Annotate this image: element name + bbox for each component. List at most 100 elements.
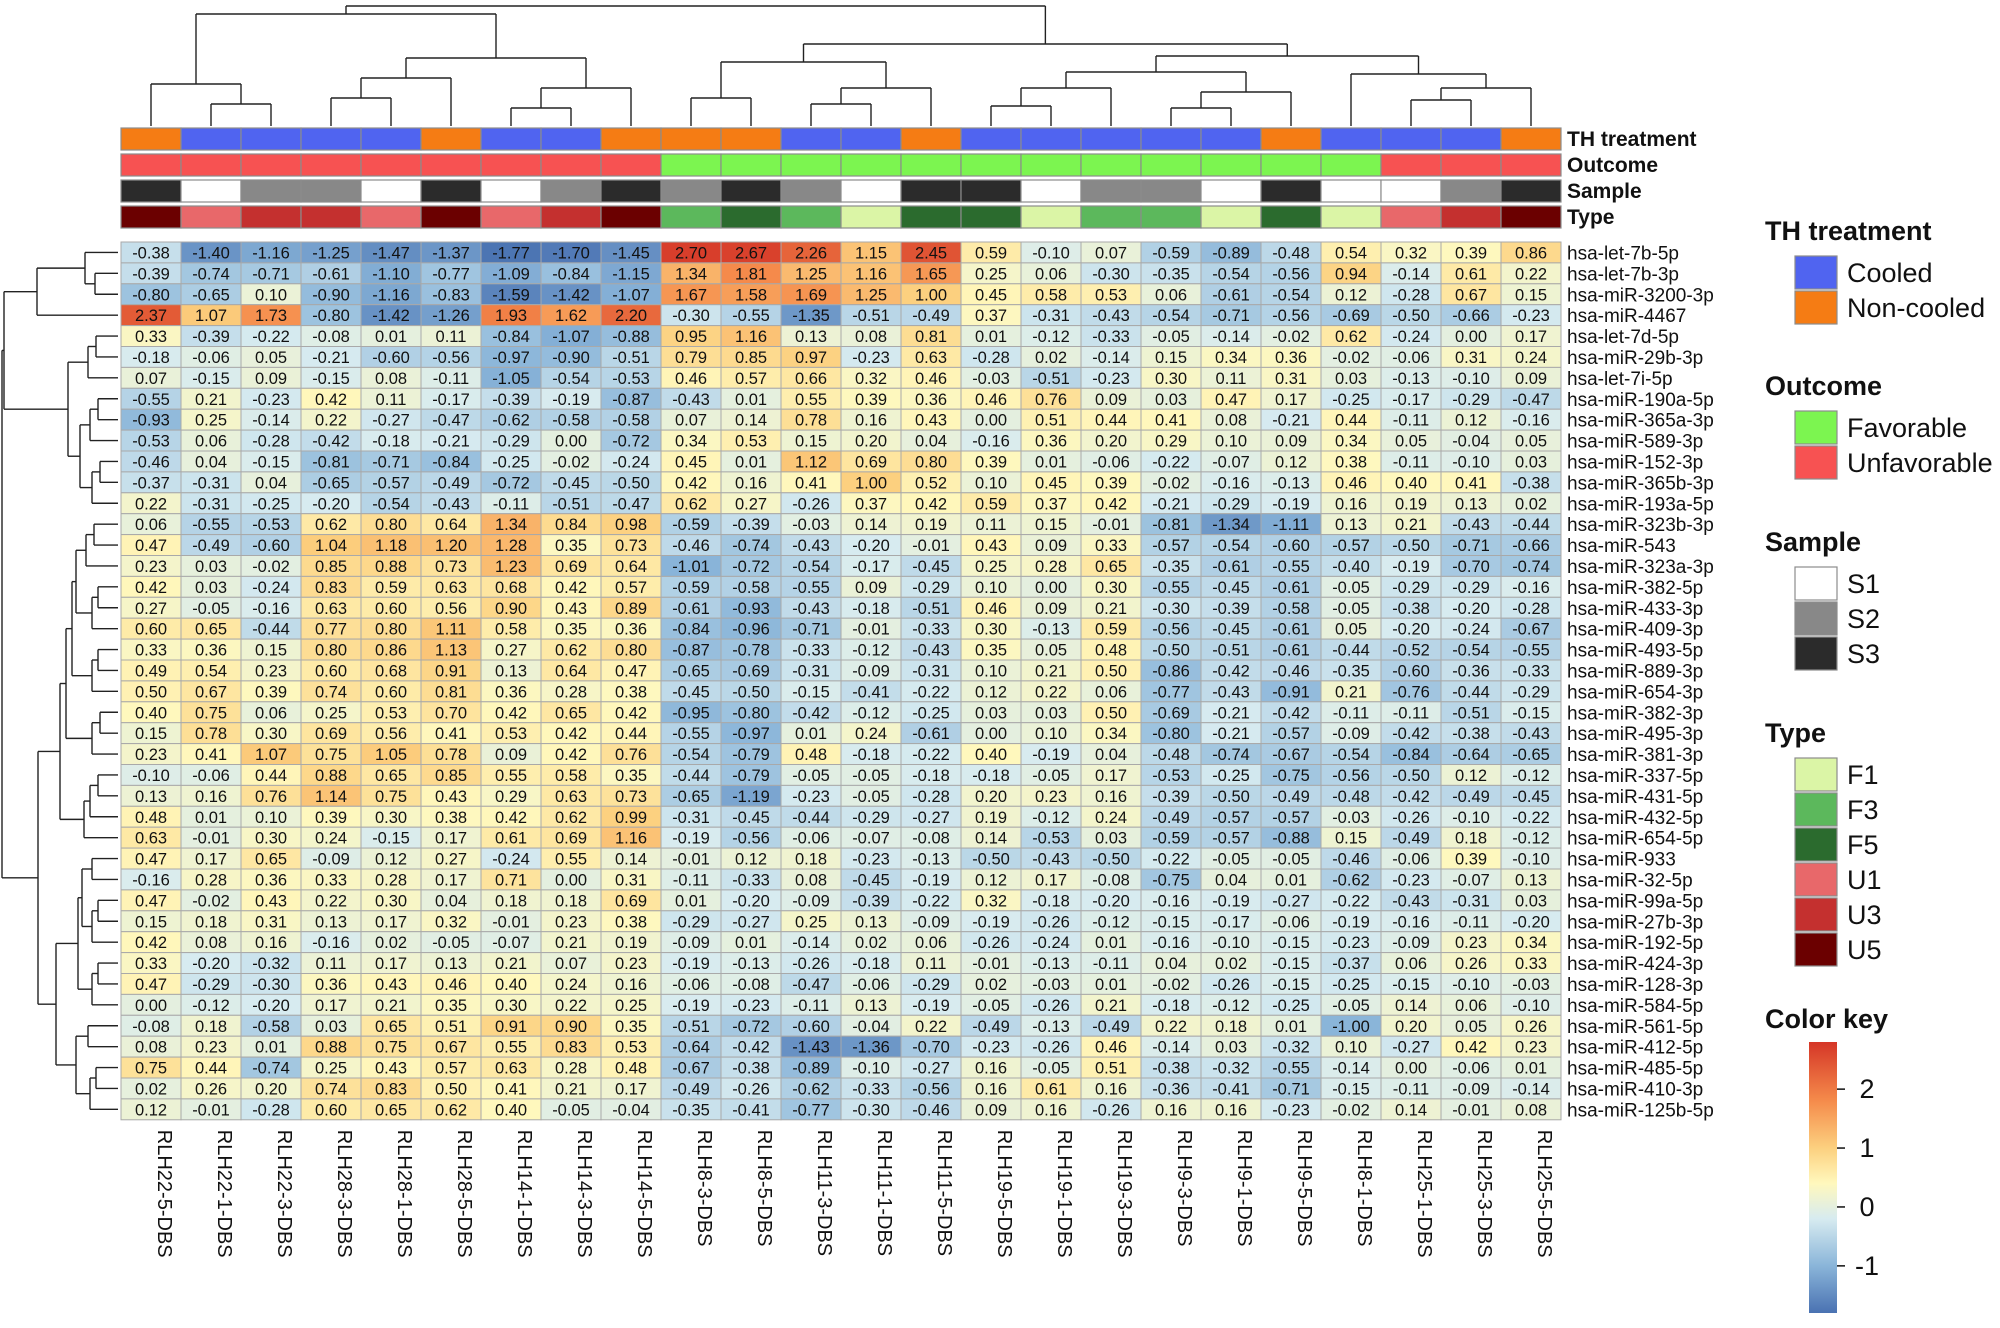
annotation-cell [540,153,602,177]
cell-value: -0.56 [1332,767,1370,785]
cell-value: 0.42 [495,704,527,722]
cell-value: -0.47 [432,412,470,430]
cell-value: -0.46 [1332,851,1370,869]
cell-value: -0.49 [1152,809,1190,827]
cell-value: 0.35 [615,1018,647,1036]
cell-value: 0.33 [135,642,167,660]
cell-value: -0.31 [192,495,230,513]
cell-value: -0.13 [1272,474,1310,492]
cell-value: 1.16 [615,830,647,848]
cell-value: -0.16 [1512,579,1550,597]
cell-value: -0.30 [1092,265,1130,283]
cell-value: -0.15 [1152,913,1190,931]
row-label: hsa-miR-29b-3p [1567,348,1703,369]
annotation-label: Sample [1567,180,1642,203]
legend: TH treatment Cooled Non-cooled Outcome Favor… [1765,216,1993,967]
cell-value: 0.27 [135,600,167,618]
cell-value: 1.23 [495,558,527,576]
cell-value: 1.15 [855,244,887,262]
cell-value: 0.83 [315,579,347,597]
cell-value: 0.06 [1035,265,1067,283]
cell-value: 0.65 [375,1018,407,1036]
cell-value: 0.63 [915,349,947,367]
cell-value: 0.21 [555,934,587,952]
cell-value: -0.12 [1092,913,1130,931]
cell-value: 0.57 [615,579,647,597]
cell-value: 0.76 [255,788,287,806]
cell-value: 0.12 [1455,412,1487,430]
cell-value: 0.17 [615,1080,647,1098]
cell-value: 0.16 [615,976,647,994]
cell-value: -0.91 [1272,683,1310,701]
cell-value: -0.33 [792,642,830,660]
legend-label: U5 [1847,935,1882,965]
cell-value: -1.09 [492,265,530,283]
cell-value: 0.80 [315,642,347,660]
cell-value: -0.35 [1152,265,1190,283]
cell-value: -0.69 [1152,704,1190,722]
cell-value: -0.15 [372,830,410,848]
cell-value: -0.03 [1512,976,1550,994]
annotation-cell [1140,127,1202,151]
cell-value: -0.75 [1272,767,1310,785]
cell-value: -0.38 [1512,474,1550,492]
cell-value: -0.62 [792,1080,830,1098]
row-label: hsa-miR-382-5p [1567,578,1703,599]
cell-value: 0.17 [1095,767,1127,785]
cell-value: -0.35 [1332,662,1370,680]
cell-value: 0.57 [435,1060,467,1078]
cell-value: 0.03 [1335,370,1367,388]
cell-value: -0.39 [492,391,530,409]
cell-value: 0.30 [255,725,287,743]
cell-value: -0.23 [852,349,890,367]
cell-value: -0.54 [792,558,830,576]
cell-value: -0.39 [1152,788,1190,806]
cell-value: -0.54 [1152,307,1190,325]
cell-value: -0.26 [792,495,830,513]
annotation-label: Outcome [1567,154,1658,177]
cell-value: 0.14 [1395,997,1427,1015]
cell-value: 0.36 [915,391,947,409]
cell-value: -0.59 [672,516,710,534]
annotation-cell [360,205,422,229]
cell-value: -0.11 [1453,913,1489,931]
cell-value: 0.18 [555,892,587,910]
cell-value: 0.25 [615,997,647,1015]
cell-value: -0.43 [432,495,470,513]
cell-value: -0.46 [1272,662,1310,680]
cell-value: 0.35 [435,997,467,1015]
cell-value: -0.15 [312,370,350,388]
cell-value: -0.53 [132,433,170,451]
cell-value: -0.81 [1152,516,1190,534]
cell-value: 0.08 [855,328,887,346]
cell-value: 0.30 [375,892,407,910]
cell-value: -1.11 [1273,516,1309,534]
annotation-cell [480,153,542,177]
annotation-cell [420,205,482,229]
annotation-cell [960,153,1022,177]
cell-value: -0.13 [1392,370,1430,388]
cell-value: -0.14 [1212,328,1250,346]
cell-value: -0.06 [852,976,890,994]
cell-value: 0.12 [135,1101,167,1119]
cell-value: 0.01 [1275,871,1307,889]
cell-value: -0.31 [912,662,950,680]
cell-value: 0.01 [735,391,767,409]
cell-value: -0.77 [1152,683,1190,701]
cell-value: -1.16 [252,244,290,262]
cell-value: 0.31 [615,871,647,889]
cell-value: 0.75 [315,746,347,764]
cell-value: -0.29 [492,433,530,451]
cell-value: -0.32 [1212,1060,1250,1078]
cell-value: 0.22 [555,997,587,1015]
annotation-cell [1440,153,1502,177]
column-label: RLH9-5-DBS [1293,1130,1315,1247]
cell-value: -0.43 [1032,851,1070,869]
cell-value: -0.90 [552,349,590,367]
annotation-cell [240,205,302,229]
row-labels: hsa-let-7b-5phsa-let-7b-3phsa-miR-3200-3… [1567,243,1714,1121]
cell-value: -0.38 [1152,1060,1190,1078]
cell-value: 0.61 [1455,265,1487,283]
cell-value: -0.20 [1512,913,1550,931]
cell-value: 0.75 [375,1039,407,1057]
